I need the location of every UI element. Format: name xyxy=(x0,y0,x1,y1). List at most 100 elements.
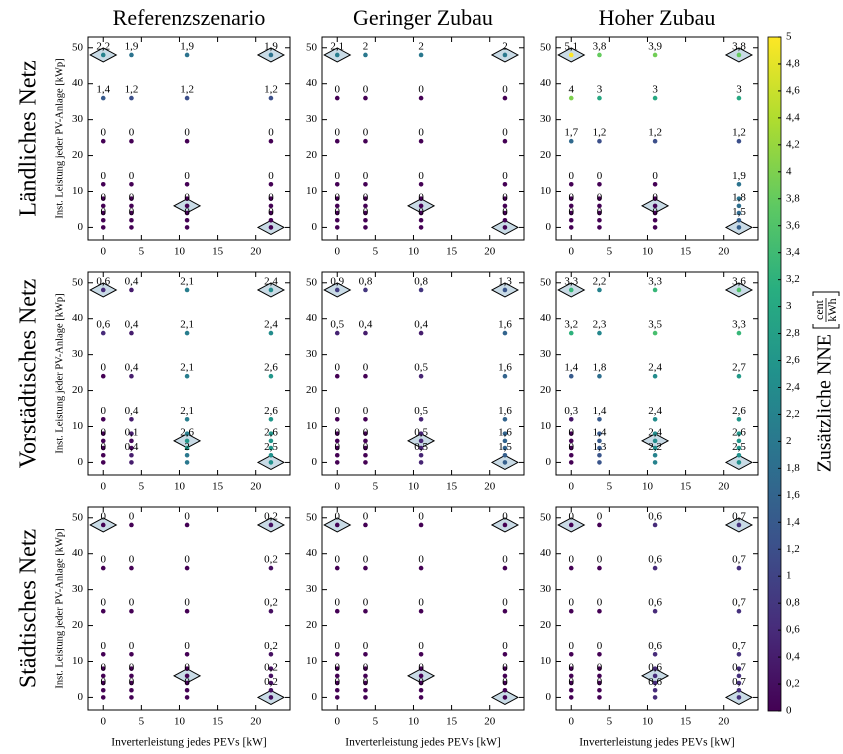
value-label: 3 xyxy=(652,84,658,96)
point xyxy=(129,673,134,679)
y-tick-label: 50 xyxy=(72,276,84,288)
point xyxy=(184,652,190,657)
point xyxy=(100,452,106,458)
point xyxy=(502,196,508,201)
value-label: 2 xyxy=(418,40,424,52)
y-tick-label: 10 xyxy=(72,185,84,197)
value-label: 3 xyxy=(736,84,742,96)
point xyxy=(568,687,574,693)
point xyxy=(736,330,742,336)
point xyxy=(652,431,658,436)
x-tick-label: 20 xyxy=(250,716,262,728)
value-label: 0 xyxy=(100,640,106,652)
point xyxy=(268,680,274,686)
point xyxy=(100,417,106,422)
point xyxy=(363,182,368,187)
colorbar-tick-label: 4 xyxy=(786,165,792,177)
point xyxy=(363,95,368,101)
point xyxy=(363,138,368,144)
x-tick-label: 10 xyxy=(174,481,186,493)
x-axis-label: Inverterleistung jedes PEVs [kW] xyxy=(111,737,267,749)
point xyxy=(736,666,742,671)
point xyxy=(268,445,274,451)
value-label: 1,2 xyxy=(180,84,194,96)
y-tick-label: 20 xyxy=(72,619,84,631)
point xyxy=(129,666,134,671)
point xyxy=(597,225,602,230)
value-label: 0,2 xyxy=(264,640,278,652)
value-label: 3,3 xyxy=(732,319,746,331)
value-label: 0 xyxy=(100,362,106,374)
point xyxy=(502,182,508,187)
x-tick-label: 10 xyxy=(408,716,420,728)
point xyxy=(418,138,424,144)
point xyxy=(597,210,602,216)
point xyxy=(597,217,602,223)
point xyxy=(184,673,190,679)
point xyxy=(100,522,106,528)
value-label: 2,1 xyxy=(180,319,194,331)
value-label: 0 xyxy=(334,426,340,438)
colorbar-tick-label: 4,4 xyxy=(786,111,800,123)
point xyxy=(184,565,190,571)
x-tick-label: 5 xyxy=(139,716,145,728)
value-label: 1,6 xyxy=(498,319,512,331)
x-tick-label: 0 xyxy=(100,481,106,493)
point xyxy=(363,460,368,465)
y-tick-label: 40 xyxy=(72,547,84,559)
value-label: 0,6 xyxy=(648,510,662,522)
point xyxy=(268,417,274,422)
point xyxy=(652,330,658,336)
value-label: 0 xyxy=(184,676,190,688)
value-label: 0 xyxy=(568,206,574,218)
point xyxy=(129,330,134,336)
y-tick-label: 0 xyxy=(546,456,552,468)
value-label: 3,3 xyxy=(564,275,578,287)
row-label: Ländliches Netz xyxy=(16,60,42,217)
value-label: 0 xyxy=(597,676,603,688)
value-label: 1,4 xyxy=(564,362,578,374)
value-label: 0 xyxy=(418,554,424,566)
x-tick-label: 10 xyxy=(408,246,420,258)
point xyxy=(129,95,134,101)
value-label: 0 xyxy=(363,84,369,96)
point xyxy=(736,203,742,209)
value-label: 0,5 xyxy=(414,405,428,417)
x-tick-label: 15 xyxy=(446,481,458,493)
value-label: 2,6 xyxy=(732,426,746,438)
value-label: 0 xyxy=(129,191,135,203)
y-tick-label: 30 xyxy=(306,113,318,125)
value-label: 1,2 xyxy=(732,127,746,139)
value-label: 0 xyxy=(502,510,508,522)
point xyxy=(100,373,106,379)
point xyxy=(502,225,508,230)
value-label: 0 xyxy=(268,191,274,203)
point xyxy=(652,95,658,101)
value-label: 0,6 xyxy=(648,676,662,688)
value-label: 0,7 xyxy=(732,640,746,652)
point xyxy=(502,52,508,58)
colorbar-tick-label: 3,4 xyxy=(786,246,800,258)
x-axis-label: Inverterleistung jedes PEVs [kW] xyxy=(579,737,735,749)
value-label: 0 xyxy=(334,127,340,139)
y-tick-label: 20 xyxy=(540,149,552,161)
value-label: 2,1 xyxy=(180,275,194,287)
x-tick-label: 20 xyxy=(718,246,730,258)
colorbar-tick-label: 0,4 xyxy=(786,651,800,663)
point xyxy=(363,417,368,422)
value-label: 0,5 xyxy=(414,426,428,438)
point xyxy=(334,196,340,201)
value-label: 2,7 xyxy=(732,362,746,374)
point xyxy=(184,330,190,336)
value-label: 0 xyxy=(568,441,574,453)
point xyxy=(100,217,106,223)
point xyxy=(597,680,602,686)
x-tick-label: 20 xyxy=(250,481,262,493)
point xyxy=(184,203,190,209)
value-label: 0 xyxy=(502,206,508,218)
point xyxy=(736,680,742,686)
y-tick-label: 30 xyxy=(72,113,84,125)
point xyxy=(568,565,574,571)
value-label: 1,4 xyxy=(593,426,607,438)
y-tick-label: 20 xyxy=(306,619,318,631)
